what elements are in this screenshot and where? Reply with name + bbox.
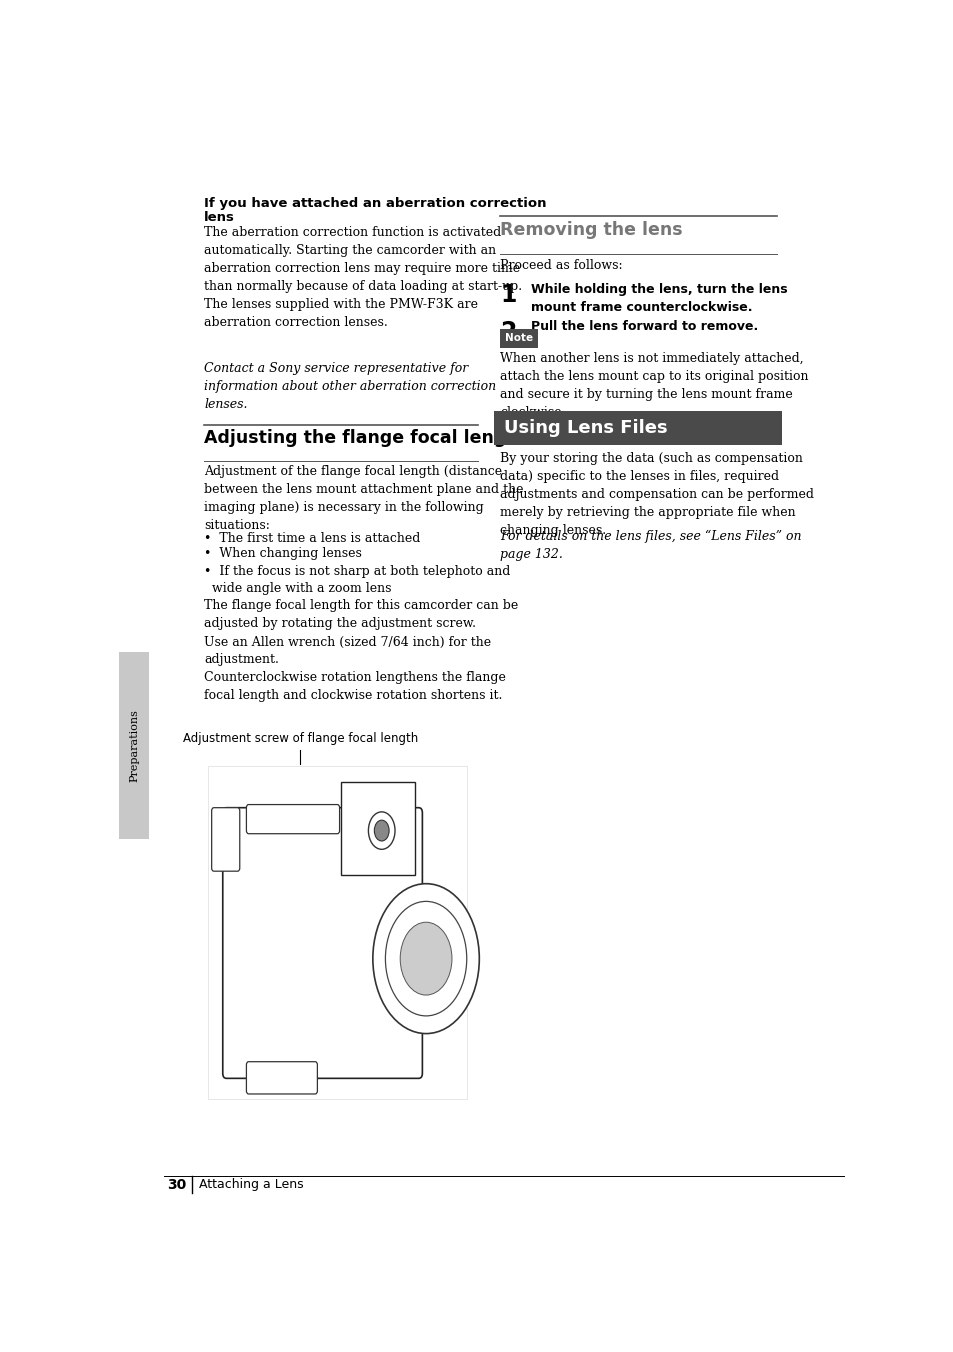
Circle shape [373, 884, 478, 1033]
Text: Contact a Sony service representative for
information about other aberration cor: Contact a Sony service representative fo… [204, 362, 496, 411]
Text: Adjustment screw of flange focal length: Adjustment screw of flange focal length [183, 731, 417, 745]
Text: When another lens is not immediately attached,
attach the lens mount cap to its : When another lens is not immediately att… [499, 352, 808, 419]
Circle shape [385, 902, 466, 1015]
Text: Pull the lens forward to remove.: Pull the lens forward to remove. [531, 320, 758, 334]
Text: 30: 30 [167, 1178, 187, 1191]
FancyBboxPatch shape [246, 804, 339, 834]
FancyBboxPatch shape [494, 411, 781, 445]
Text: If you have attached an aberration correction: If you have attached an aberration corre… [204, 196, 546, 210]
Circle shape [368, 811, 395, 849]
Text: 1: 1 [499, 283, 516, 307]
Text: Note: Note [505, 333, 533, 343]
Text: Removing the lens: Removing the lens [499, 220, 682, 238]
FancyBboxPatch shape [208, 767, 466, 1099]
Text: Preparations: Preparations [129, 708, 139, 781]
FancyBboxPatch shape [341, 781, 415, 875]
Text: For details on the lens files, see “Lens Files” on
page 132.: For details on the lens files, see “Lens… [499, 530, 801, 561]
FancyBboxPatch shape [246, 1061, 317, 1094]
Text: •  When changing lenses: • When changing lenses [204, 548, 362, 561]
FancyBboxPatch shape [499, 329, 537, 347]
Text: Proceed as follows:: Proceed as follows: [499, 260, 622, 272]
Text: By your storing the data (such as compensation
data) specific to the lenses in f: By your storing the data (such as compen… [499, 452, 813, 537]
Text: The aberration correction function is activated
automatically. Starting the camc: The aberration correction function is ac… [204, 226, 522, 329]
Text: Adjusting the flange focal length: Adjusting the flange focal length [204, 429, 527, 446]
FancyBboxPatch shape [119, 652, 149, 838]
Text: Using Lens Files: Using Lens Files [503, 419, 667, 437]
Text: lens: lens [204, 211, 234, 224]
FancyBboxPatch shape [222, 807, 422, 1079]
Text: 2: 2 [499, 320, 516, 345]
Text: Adjustment of the flange focal length (distance
between the lens mount attachmen: Adjustment of the flange focal length (d… [204, 465, 523, 533]
Text: •  The first time a lens is attached: • The first time a lens is attached [204, 531, 420, 545]
Circle shape [374, 821, 389, 841]
Text: Attaching a Lens: Attaching a Lens [199, 1178, 303, 1191]
Text: •  If the focus is not sharp at both telephoto and
  wide angle with a zoom lens: • If the focus is not sharp at both tele… [204, 565, 510, 595]
Circle shape [399, 922, 452, 995]
FancyBboxPatch shape [212, 807, 239, 871]
Text: While holding the lens, turn the lens
mount frame counterclockwise.: While holding the lens, turn the lens mo… [531, 283, 787, 314]
Text: The flange focal length for this camcorder can be
adjusted by rotating the adjus: The flange focal length for this camcord… [204, 599, 518, 703]
